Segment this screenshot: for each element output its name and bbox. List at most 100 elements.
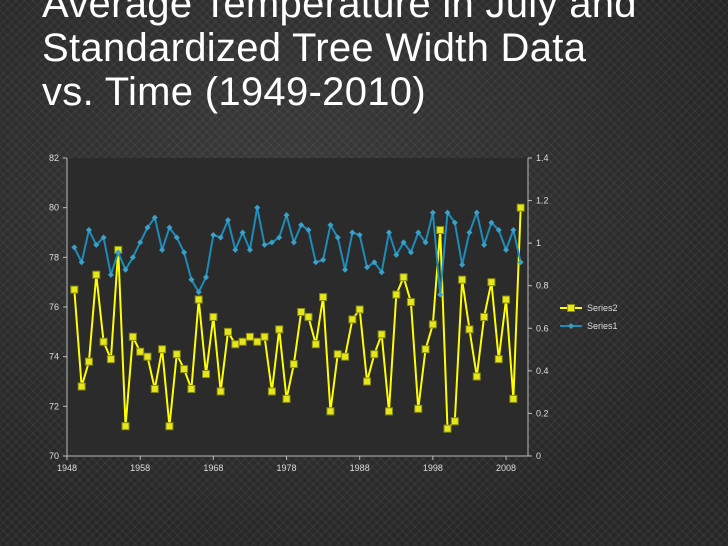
series2-point <box>392 290 401 299</box>
series2-point <box>136 347 145 356</box>
series2-point <box>106 355 115 364</box>
series1-point <box>246 246 253 253</box>
series1-point <box>481 241 488 248</box>
series1-point <box>151 214 158 221</box>
series1-point <box>400 239 407 246</box>
y-right-tick-label: 0.4 <box>536 366 549 376</box>
series1-point <box>488 219 495 226</box>
series1-point <box>473 209 480 216</box>
series2-line <box>73 207 522 432</box>
series2-point <box>253 337 262 346</box>
series2-point <box>370 350 379 359</box>
series2-point <box>275 325 284 334</box>
y-right-tick-label: 0 <box>536 451 541 461</box>
series1-point <box>437 291 444 298</box>
series2-point <box>289 360 298 369</box>
series2-point <box>326 407 335 416</box>
series2-point <box>223 327 232 336</box>
series1-point <box>100 234 107 241</box>
series2-point <box>187 384 196 393</box>
series1-point <box>444 209 451 216</box>
series1-point <box>254 204 261 211</box>
series1-group <box>71 204 524 298</box>
legend-series1-label: Series1 <box>587 321 618 331</box>
series1-point <box>503 246 510 253</box>
series1-point <box>305 227 312 234</box>
series2-point <box>311 340 320 349</box>
legend-series1-swatch-marker <box>568 323 574 329</box>
series2-point <box>260 332 269 341</box>
series1-point <box>517 259 524 266</box>
y-left-tick-label: 82 <box>49 153 59 163</box>
series1-point <box>166 224 173 231</box>
series2-point <box>99 337 108 346</box>
series1-point <box>495 227 502 234</box>
series1-point <box>239 229 246 236</box>
series1-point <box>298 222 305 229</box>
series2-point <box>399 273 408 282</box>
series1-point <box>122 266 129 273</box>
series1-point <box>459 261 466 268</box>
series1-point <box>415 229 422 236</box>
series2-point <box>355 305 364 314</box>
series2-point <box>436 226 445 235</box>
series1-point <box>466 229 473 236</box>
series1-point <box>71 244 78 251</box>
series1-point <box>78 259 85 266</box>
series2-point <box>180 365 189 374</box>
series2-point <box>77 382 86 391</box>
y-left-tick-label: 72 <box>49 401 59 411</box>
series2-point <box>121 422 130 431</box>
series1-point <box>342 266 349 273</box>
y-left-tick-label: 78 <box>49 252 59 262</box>
series2-point <box>158 345 167 354</box>
series1-point <box>371 259 378 266</box>
series2-point <box>341 352 350 361</box>
y-left-tick-label: 70 <box>49 451 59 461</box>
y-right-tick-label: 1.2 <box>536 196 549 206</box>
series1-point <box>451 219 458 226</box>
y-right-tick-label: 0.2 <box>536 408 549 418</box>
x-tick-label: 1988 <box>350 463 370 473</box>
series2-point <box>84 357 93 366</box>
series1-point <box>144 224 151 231</box>
x-tick-label: 1948 <box>57 463 77 473</box>
series2-point <box>348 315 357 324</box>
series1-point <box>85 227 92 234</box>
series2-point <box>267 387 276 396</box>
series1-point <box>429 209 436 216</box>
series2-point <box>516 203 525 212</box>
series2-point <box>502 295 511 304</box>
series2-point <box>450 417 459 426</box>
series1-point <box>173 234 180 241</box>
series1-point <box>393 251 400 258</box>
series1-point <box>159 246 166 253</box>
series2-point <box>92 270 101 279</box>
series2-point <box>165 422 174 431</box>
x-tick-label: 2008 <box>496 463 516 473</box>
x-tick-label: 1958 <box>130 463 150 473</box>
y-right-tick-label: 1 <box>536 238 541 248</box>
series2-point <box>245 332 254 341</box>
y-left-tick-label: 74 <box>49 352 59 362</box>
series2-point <box>443 424 452 433</box>
series1-point <box>378 269 385 276</box>
slide-title: Average Temperature in July and Standard… <box>42 0 649 114</box>
series1-point <box>283 212 290 219</box>
series2-point <box>202 370 211 379</box>
series1-point <box>261 241 268 248</box>
series2-point <box>487 278 496 287</box>
series2-point <box>480 312 489 321</box>
series1-point <box>107 271 114 278</box>
series2-point <box>494 355 503 364</box>
series1-point <box>224 217 231 224</box>
series1-point <box>137 239 144 246</box>
series2-point <box>231 340 240 349</box>
legend-series2-label: Series2 <box>587 303 618 313</box>
series2-point <box>282 394 291 403</box>
series2-point <box>428 320 437 329</box>
series2-point <box>384 407 393 416</box>
series1-point <box>385 229 392 236</box>
series2-point <box>319 293 328 302</box>
